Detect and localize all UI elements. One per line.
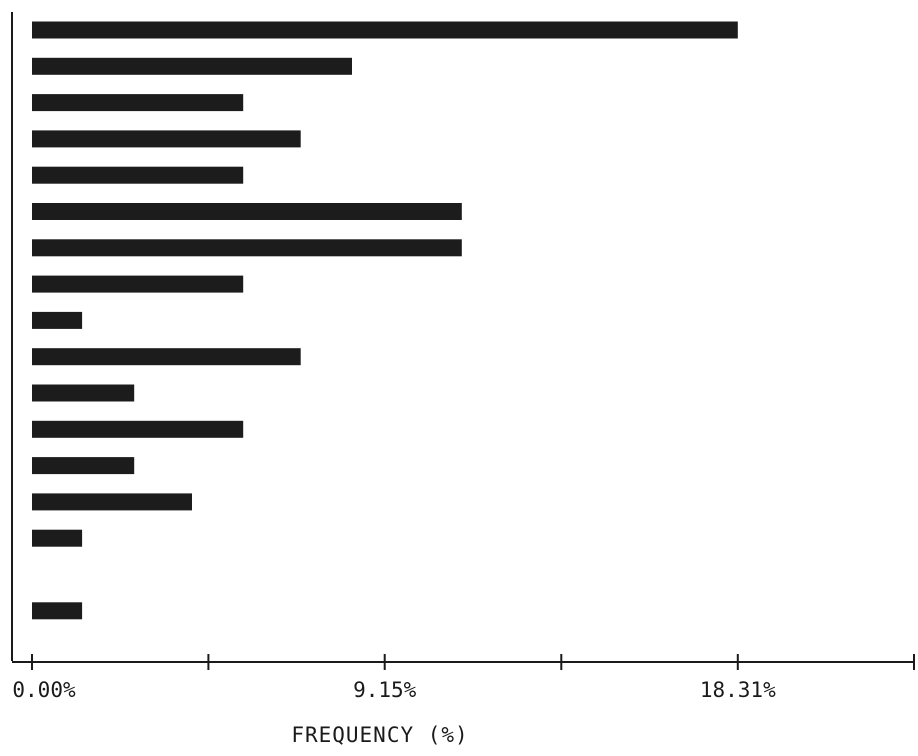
x-ticks-group [31,654,915,670]
x-tick-label-1: 0.00% [12,678,76,702]
axes-group [11,12,914,663]
bar-4 [32,130,301,148]
bar-12 [32,420,244,438]
bar-8 [32,275,244,293]
bar-7 [32,239,462,257]
x-axis-title: FREQUENCY (%) [291,723,468,747]
bar-15 [32,529,83,547]
bar-14 [32,493,192,511]
bar-10 [32,348,301,366]
x-tick-label-5: 18.31% [700,678,776,702]
x-tick-label-3: 9.15% [353,678,417,702]
bar-1 [32,21,738,39]
bar-3 [32,94,244,112]
bars-group [32,21,738,620]
bar-11 [32,384,135,402]
bar-9 [32,311,83,329]
bar-13 [32,457,135,475]
x-tick-labels-group: 0.00% 9.15% 18.31% [12,678,776,702]
bar-17 [32,602,83,620]
bar-2 [32,57,352,75]
bar-5 [32,166,244,184]
bar-6 [32,203,462,220]
